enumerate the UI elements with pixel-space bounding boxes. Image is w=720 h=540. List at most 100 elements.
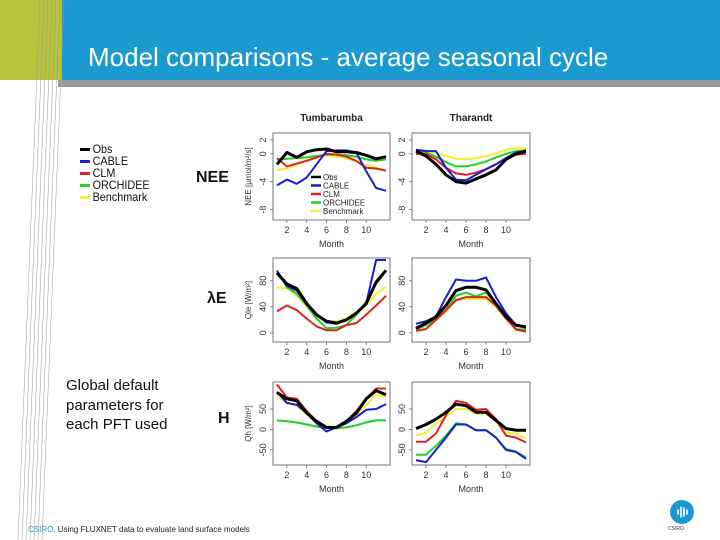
- y-tick-label: -4: [258, 178, 268, 186]
- slide-title: Model comparisons - average seasonal cyc…: [88, 42, 609, 72]
- x-tick-label: 6: [463, 225, 468, 235]
- legend-label: Benchmark: [92, 190, 148, 204]
- inset-legend-label: Obs: [323, 173, 338, 182]
- x-tick-label: 10: [501, 225, 511, 235]
- x-axis-label: Month: [458, 361, 483, 371]
- y-tick-label: -4: [397, 178, 407, 186]
- y-tick-label: 0: [258, 330, 268, 335]
- legend-item: CLM: [80, 167, 150, 179]
- parameter-note: Global default parameters for each PFT u…: [66, 377, 168, 433]
- x-tick-label: 4: [443, 347, 448, 357]
- footer-text: Using FLUXNET data to evaluate land surf…: [55, 525, 250, 534]
- series-line-obs: [276, 389, 387, 429]
- row-label-h: H: [218, 410, 230, 427]
- series-line-obs: [415, 402, 526, 432]
- header-bar: [62, 0, 720, 80]
- y-axis-label: Qle [W/m²]: [244, 281, 253, 319]
- y-tick-label: 80: [397, 276, 407, 286]
- series-line-obs: [275, 269, 388, 325]
- legend-swatch: [80, 183, 90, 187]
- series-line-obs: [415, 285, 527, 330]
- y-tick-label: 0: [258, 151, 268, 156]
- x-tick-label: 10: [361, 347, 371, 357]
- y-tick-label: -8: [397, 206, 407, 214]
- legend-item: Obs: [80, 143, 150, 155]
- y-tick-label: 50: [258, 404, 268, 414]
- y-tick-label: -50: [397, 443, 407, 456]
- y-tick-label: 40: [397, 302, 407, 312]
- series-line-cable: [415, 423, 527, 464]
- legend-swatch: [80, 171, 90, 175]
- x-tick-label: 6: [324, 225, 329, 235]
- x-tick-label: 6: [324, 470, 329, 480]
- plot-frame: [272, 257, 391, 343]
- legend-label: ORCHIDEE: [92, 178, 150, 192]
- series-line-clm: [415, 296, 527, 333]
- y-tick-label: 40: [258, 302, 268, 312]
- y-tick-label: -50: [258, 443, 268, 456]
- series-line-clm: [276, 295, 387, 332]
- chart-title: Tumbarumba: [300, 113, 363, 124]
- x-tick-label: 4: [304, 347, 309, 357]
- x-tick-label: 8: [483, 470, 488, 480]
- y-tick-label: 2: [258, 137, 268, 142]
- legend-label: CLM: [92, 166, 116, 180]
- footer: CSIRO. Using FLUXNET data to evaluate la…: [28, 525, 250, 534]
- x-tick-label: 8: [344, 347, 349, 357]
- x-tick-label: 10: [501, 347, 511, 357]
- x-tick-label: 2: [423, 225, 428, 235]
- x-tick-label: 2: [284, 347, 289, 357]
- x-tick-label: 10: [501, 470, 511, 480]
- series-line-obs: [415, 149, 527, 185]
- inset-legend-label: ORCHIDEE: [323, 199, 365, 208]
- x-tick-label: 2: [423, 347, 428, 357]
- x-tick-label: 2: [284, 225, 289, 235]
- x-tick-label: 4: [304, 225, 309, 235]
- series-line-orchidee: [415, 149, 527, 168]
- y-axis-label: NEE [µmol/m²/s]: [244, 147, 253, 205]
- plot-frame: [411, 257, 531, 343]
- x-tick-label: 6: [463, 347, 468, 357]
- x-axis-label: Month: [319, 361, 344, 371]
- inset-legend-label: CABLE: [323, 182, 349, 191]
- x-tick-label: 6: [324, 347, 329, 357]
- x-tick-label: 8: [483, 347, 488, 357]
- plot-frame: [272, 132, 391, 221]
- x-tick-label: 10: [361, 225, 371, 235]
- y-axis-label: Qh [W/m²]: [244, 405, 253, 441]
- plot-frame: [272, 381, 391, 466]
- x-tick-label: 4: [443, 225, 448, 235]
- legend-swatch: [80, 195, 90, 199]
- y-tick-label: 0: [258, 427, 268, 432]
- decorative-lines: [17, 0, 65, 540]
- csiro-logo: [670, 500, 694, 524]
- x-tick-label: 2: [284, 470, 289, 480]
- series-line-cable: [276, 391, 387, 433]
- footer-brand: CSIRO.: [28, 525, 56, 534]
- legend-swatch: [80, 147, 90, 151]
- y-tick-label: 0: [397, 151, 407, 156]
- y-tick-label: 0: [397, 330, 407, 335]
- x-tick-label: 8: [483, 225, 488, 235]
- plot-frame: [411, 381, 531, 466]
- x-tick-label: 4: [443, 470, 448, 480]
- series-line-clm: [276, 152, 387, 172]
- row-label-le: λE: [207, 290, 227, 307]
- x-tick-label: 2: [423, 470, 428, 480]
- logo-icon: [677, 506, 688, 518]
- y-tick-label: 50: [397, 404, 407, 414]
- series-line-clm: [416, 399, 527, 444]
- x-axis-label: Month: [458, 239, 483, 249]
- x-tick-label: 8: [344, 225, 349, 235]
- x-tick-label: 6: [463, 470, 468, 480]
- series-line-benchmark: [415, 147, 526, 161]
- legend: Obs CABLE CLM ORCHIDEE Benchmark: [80, 143, 150, 203]
- x-tick-label: 8: [344, 470, 349, 480]
- x-axis-label: Month: [458, 484, 483, 494]
- series-line-benchmark: [415, 408, 527, 440]
- row-label-nee: NEE: [196, 169, 229, 186]
- legend-label: Obs: [92, 142, 113, 156]
- legend-item: CABLE: [80, 155, 150, 167]
- series-line-benchmark: [276, 154, 387, 172]
